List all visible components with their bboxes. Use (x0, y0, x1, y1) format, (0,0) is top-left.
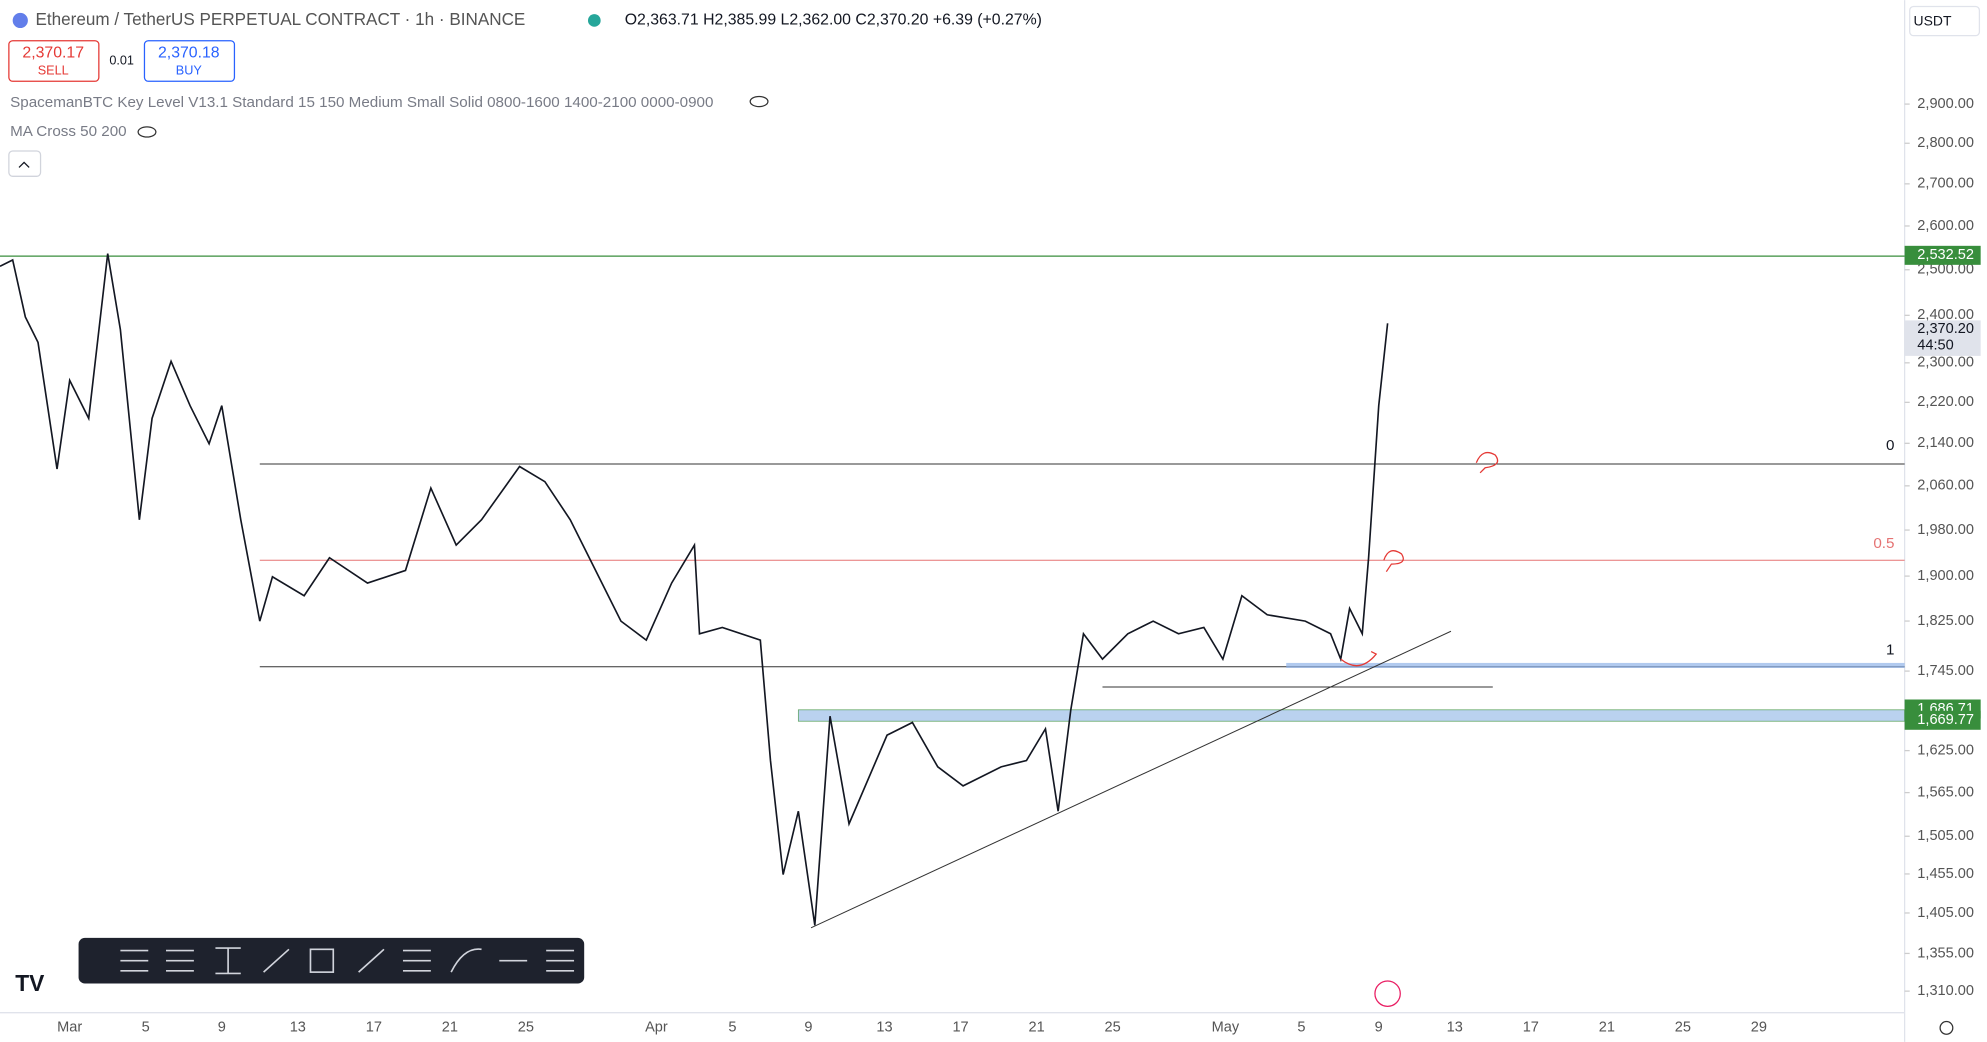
x-tick-label: 29 (1751, 1020, 1767, 1036)
settings-icon[interactable] (1939, 1020, 1954, 1035)
y-tick-label: 2,500.00 (1917, 262, 1974, 278)
chevron (18, 161, 30, 168)
indicator: SpacemanBTC Key Level V13.1 Standard 15 … (10, 94, 713, 111)
annotation (1475, 451, 1499, 474)
change: +6.39 (+0.27%) (933, 12, 1042, 29)
x-tick-label: May (1212, 1020, 1240, 1036)
y-tick-label: 2,700.00 (1917, 176, 1974, 192)
y-tick-label: 1,825.00 (1917, 613, 1974, 629)
y-tick-label: 2,300.00 (1917, 355, 1974, 371)
visibility-icon[interactable] (137, 126, 157, 138)
y-tick-label: 2,800.00 (1917, 135, 1974, 151)
ohlc: O2,363.71 H2,385.99 L2,362.00 C2,370.20 … (625, 12, 1042, 29)
status-dot (587, 14, 601, 27)
spread: 0.01 (109, 53, 134, 67)
countdown: 44:50 (1917, 338, 1953, 354)
x-tick-label: 5 (728, 1020, 736, 1036)
y-tick-label: 2,400.00 (1917, 307, 1974, 323)
fib-label: 0.5 (1873, 535, 1894, 552)
y-tick-label: 1,505.00 (1917, 828, 1974, 844)
x-tick-label: 13 (1447, 1020, 1463, 1036)
y-tick-label: 1,565.00 (1917, 784, 1974, 800)
x-tick-label: 17 (952, 1020, 968, 1036)
y-tick-label: 1,355.00 (1917, 945, 1974, 961)
y-tick-label: 1,625.00 (1917, 742, 1974, 758)
x-tick-label: 21 (1028, 1020, 1044, 1036)
y-tick-label: 1,405.00 (1917, 905, 1974, 921)
price-tag-label: 2,532.52 (1917, 247, 1974, 263)
logo: TV (15, 970, 45, 996)
price-tag-label: 1,669.77 (1917, 712, 1974, 728)
visibility-icon[interactable] (749, 95, 769, 108)
x-tick-label: 9 (1375, 1020, 1383, 1036)
annotation (1383, 550, 1404, 573)
x-tick-label: 25 (518, 1020, 534, 1036)
price-tag (1904, 710, 1981, 730)
flash-icon[interactable] (1374, 980, 1401, 1007)
y-tick-label: 1,900.00 (1917, 568, 1974, 584)
sell-button[interactable] (8, 40, 100, 82)
sell-label: SELL (38, 63, 69, 77)
x-tick-label: Apr (645, 1020, 668, 1036)
y-tick-label: 2,060.00 (1917, 478, 1974, 494)
buy-price: 2,370.18 (158, 45, 220, 62)
sell-price: 2,370.17 (22, 45, 84, 62)
x-tick-label: 17 (366, 1020, 382, 1036)
x-tick-label: 13 (876, 1020, 892, 1036)
zone (1286, 662, 1905, 668)
x-tick-label: 9 (804, 1020, 812, 1036)
x-tick-label: 21 (442, 1020, 458, 1036)
fib-label: 1 (1886, 641, 1894, 658)
buy-button[interactable] (143, 40, 236, 82)
y-tick-label: 1,455.00 (1917, 866, 1974, 882)
price-tag-label: 2,370.20 (1917, 321, 1974, 337)
symbol: Ethereum / TetherUS PERPETUAL CONTRACT ·… (35, 10, 525, 29)
price-tag (1904, 320, 1981, 356)
y-tick-label: 1,745.00 (1917, 663, 1974, 679)
close: 2,370.20 (867, 12, 929, 29)
y-tick-label: 2,900.00 (1917, 96, 1974, 112)
x-tick-label: 5 (1297, 1020, 1305, 1036)
y-tick-label: 1,310.00 (1917, 983, 1974, 999)
y-tick-label: 2,140.00 (1917, 435, 1974, 451)
x-tick-label: Mar (57, 1020, 82, 1036)
y-tick-label: 2,600.00 (1917, 218, 1974, 234)
x-tick-label: 25 (1675, 1020, 1691, 1036)
indicator: MA Cross 50 200 (10, 123, 126, 140)
high: 2,385.99 (715, 12, 777, 29)
x-tick-label: 5 (142, 1020, 150, 1036)
x-tick-label: 21 (1599, 1020, 1615, 1036)
price-line (0, 253, 1389, 926)
low: 2,362.00 (789, 12, 851, 29)
x-tick-label: 25 (1105, 1020, 1121, 1036)
x-tick-label: 17 (1523, 1020, 1539, 1036)
annotation (1340, 650, 1378, 667)
y-tick-label: 1,980.00 (1917, 522, 1974, 538)
currency: USDT (1914, 12, 1952, 28)
buy-label: BUY (176, 63, 203, 77)
price-tag (1904, 245, 1981, 265)
x-tick-label: 13 (290, 1020, 306, 1036)
open: 2,363.71 (637, 12, 699, 29)
trend-line (810, 630, 1452, 929)
x-tick-label: 9 (218, 1020, 226, 1036)
fib-label: 0 (1886, 437, 1894, 454)
currency-button[interactable] (1909, 5, 1981, 37)
toolbar-icons[interactable] (120, 947, 575, 975)
y-tick-label: 2,220.00 (1917, 394, 1974, 410)
symbol-icon (12, 12, 28, 29)
drawing-toolbar (78, 937, 585, 984)
zone (797, 709, 1906, 722)
